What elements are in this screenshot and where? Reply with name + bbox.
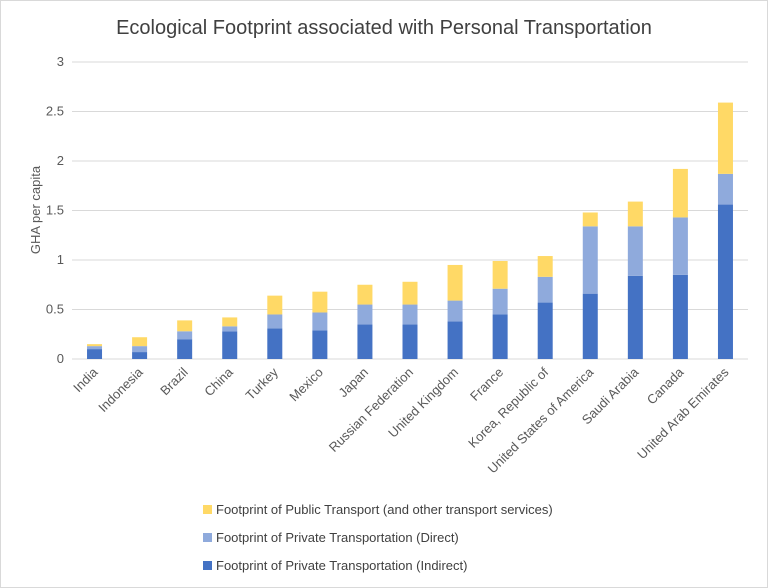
bar-segment xyxy=(627,226,643,276)
bar-segment xyxy=(312,312,328,331)
x-tick-label: Korea, Republic of xyxy=(465,364,552,451)
bar-segment xyxy=(267,314,283,329)
legend-swatch xyxy=(203,505,212,514)
bar-segment xyxy=(627,201,643,227)
bar-segment xyxy=(312,291,328,313)
bar-segment xyxy=(492,260,508,289)
bar-segment xyxy=(582,212,598,227)
legend-swatch xyxy=(203,533,212,542)
bar-segment xyxy=(357,304,373,325)
x-tick-label: Brazil xyxy=(157,364,191,398)
legend-swatch xyxy=(203,561,212,570)
x-tick-label: China xyxy=(201,364,236,399)
bar-segment xyxy=(267,328,283,359)
bar-segment xyxy=(672,274,688,359)
chart-title: Ecological Footprint associated with Per… xyxy=(116,17,652,39)
bar-segment xyxy=(492,288,508,315)
bar-segment xyxy=(402,304,418,325)
bar-segment xyxy=(672,168,688,218)
bar-segment xyxy=(87,349,103,359)
y-tick-label: 3 xyxy=(57,54,64,69)
bar-segment xyxy=(357,324,373,359)
bar-segment xyxy=(222,317,238,327)
legend-label: Footprint of Private Transportation (Dir… xyxy=(216,530,459,545)
bar-segment xyxy=(537,256,553,277)
bar-segment xyxy=(717,204,733,359)
bar-segment xyxy=(447,300,463,322)
bar-segment xyxy=(177,339,193,359)
y-axis-label: GHA per capita xyxy=(28,165,43,254)
bar-segment xyxy=(582,293,598,359)
bar-segment xyxy=(582,226,598,294)
bar-segment xyxy=(132,337,148,347)
legend-label: Footprint of Public Transport (and other… xyxy=(216,502,553,517)
bar-segment xyxy=(177,320,193,332)
bar-segment xyxy=(537,276,553,303)
bar-segment xyxy=(357,284,373,305)
bar-segment xyxy=(627,275,643,359)
x-tick-label: Indonesia xyxy=(95,364,146,415)
bar-segment xyxy=(672,217,688,275)
bar-segment xyxy=(87,344,103,347)
y-tick-label: 0 xyxy=(57,351,64,366)
y-tick-label: 2 xyxy=(57,153,64,168)
bar-segment xyxy=(717,173,733,205)
y-tick-label: 1.5 xyxy=(46,203,64,218)
bar-segment xyxy=(267,295,283,315)
x-tick-label: Canada xyxy=(644,364,687,407)
x-tick-label: Turkey xyxy=(243,364,282,403)
bar-segment xyxy=(402,281,418,305)
bar-segment xyxy=(447,264,463,301)
legend-label: Footprint of Private Transportation (Ind… xyxy=(216,558,467,573)
bar-segment xyxy=(402,324,418,359)
bar-segment xyxy=(222,331,238,359)
bar-segment xyxy=(492,314,508,359)
x-tick-label: Russian Federation xyxy=(326,365,416,455)
x-tick-label: India xyxy=(70,364,101,395)
bar-segment xyxy=(537,302,553,359)
bar-segment xyxy=(87,346,103,350)
x-tick-label: Mexico xyxy=(286,365,326,405)
bar-segment xyxy=(177,331,193,340)
x-tick-label: United Arab Emirates xyxy=(634,364,732,462)
y-tick-label: 1 xyxy=(57,252,64,267)
bar-segment xyxy=(312,330,328,359)
x-tick-label: France xyxy=(467,365,506,404)
x-tick-label: Japan xyxy=(335,365,371,401)
bar-segment xyxy=(132,352,148,359)
y-tick-label: 2.5 xyxy=(46,104,64,119)
bar-segment xyxy=(717,102,733,174)
bar-segment xyxy=(222,326,238,332)
y-tick-label: 0.5 xyxy=(46,302,64,317)
bar-segment xyxy=(132,346,148,353)
bar-segment xyxy=(447,321,463,359)
